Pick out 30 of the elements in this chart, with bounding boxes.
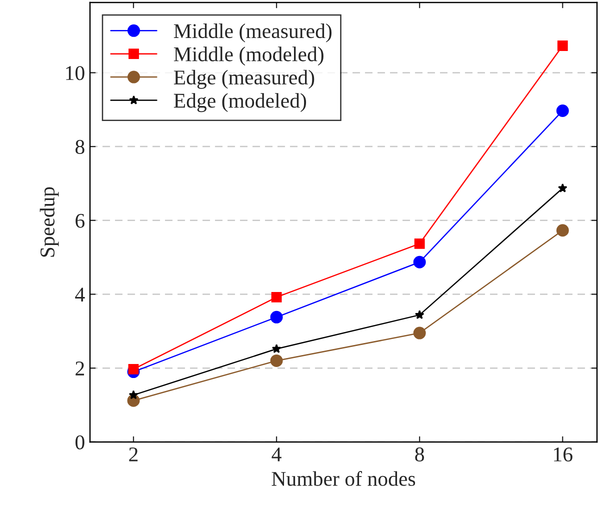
point bbox=[128, 364, 139, 374]
point bbox=[414, 310, 424, 319]
point bbox=[556, 104, 569, 117]
y-tick-label: 0 bbox=[76, 435, 84, 450]
y-tick-label: 4 bbox=[75, 288, 85, 302]
y-tick-label: 8 bbox=[76, 140, 84, 154]
y-axis-title: Speedup bbox=[40, 187, 59, 257]
x-tick-label: 2 bbox=[129, 447, 138, 462]
point bbox=[270, 310, 283, 324]
legend-label: Edge (measured) bbox=[174, 70, 314, 89]
x-axis-title: Number of nodes bbox=[272, 471, 416, 486]
legend-label: Middle (measured) bbox=[174, 24, 332, 42]
point bbox=[413, 326, 426, 340]
point bbox=[558, 183, 568, 192]
point bbox=[271, 292, 282, 302]
y-tick-label: 6 bbox=[76, 214, 85, 228]
legend-label: Edge (modeled) bbox=[174, 93, 306, 112]
x-tick-label: 8 bbox=[415, 447, 424, 462]
point bbox=[272, 344, 282, 353]
point bbox=[556, 224, 569, 237]
x-tick-label: 16 bbox=[554, 447, 572, 462]
point bbox=[270, 354, 283, 367]
point bbox=[557, 40, 568, 51]
legend-label: Middle (modeled) bbox=[174, 46, 324, 66]
point bbox=[414, 238, 425, 249]
point bbox=[128, 390, 138, 400]
x-tick-label: 4 bbox=[272, 448, 282, 462]
point bbox=[413, 256, 426, 268]
y-tick-label: 10 bbox=[66, 66, 84, 80]
y-tick-label: 2 bbox=[76, 362, 84, 376]
